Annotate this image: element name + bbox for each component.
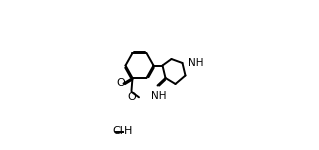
Text: NH: NH (151, 91, 167, 101)
Text: H: H (124, 126, 133, 136)
Text: O: O (116, 78, 125, 88)
Text: NH: NH (189, 58, 204, 68)
Text: Cl: Cl (112, 126, 123, 136)
Text: O: O (127, 92, 136, 102)
